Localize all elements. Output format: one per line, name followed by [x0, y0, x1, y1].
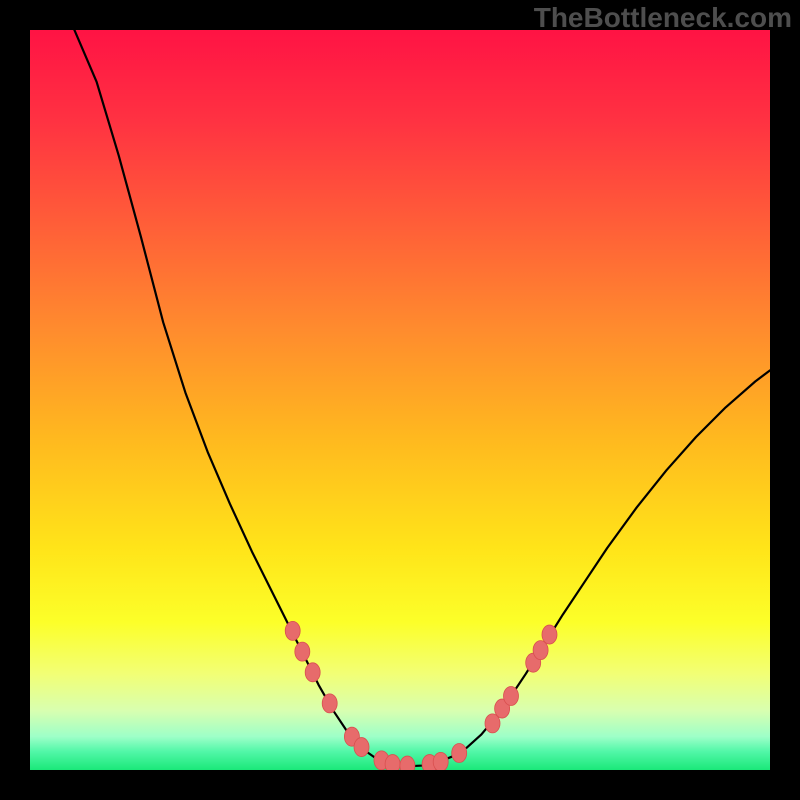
marker-point — [542, 625, 557, 644]
marker-point — [504, 687, 519, 706]
chart-frame: TheBottleneck.com — [0, 0, 800, 800]
watermark-text: TheBottleneck.com — [534, 2, 792, 34]
marker-point — [285, 621, 300, 640]
marker-point — [533, 641, 548, 660]
marker-point — [354, 738, 369, 757]
marker-point — [322, 694, 337, 713]
plot-background — [30, 30, 770, 770]
bottleneck-chart — [0, 0, 800, 800]
marker-point — [305, 663, 320, 682]
marker-point — [295, 642, 310, 661]
marker-point — [452, 743, 467, 762]
marker-point — [433, 752, 448, 771]
